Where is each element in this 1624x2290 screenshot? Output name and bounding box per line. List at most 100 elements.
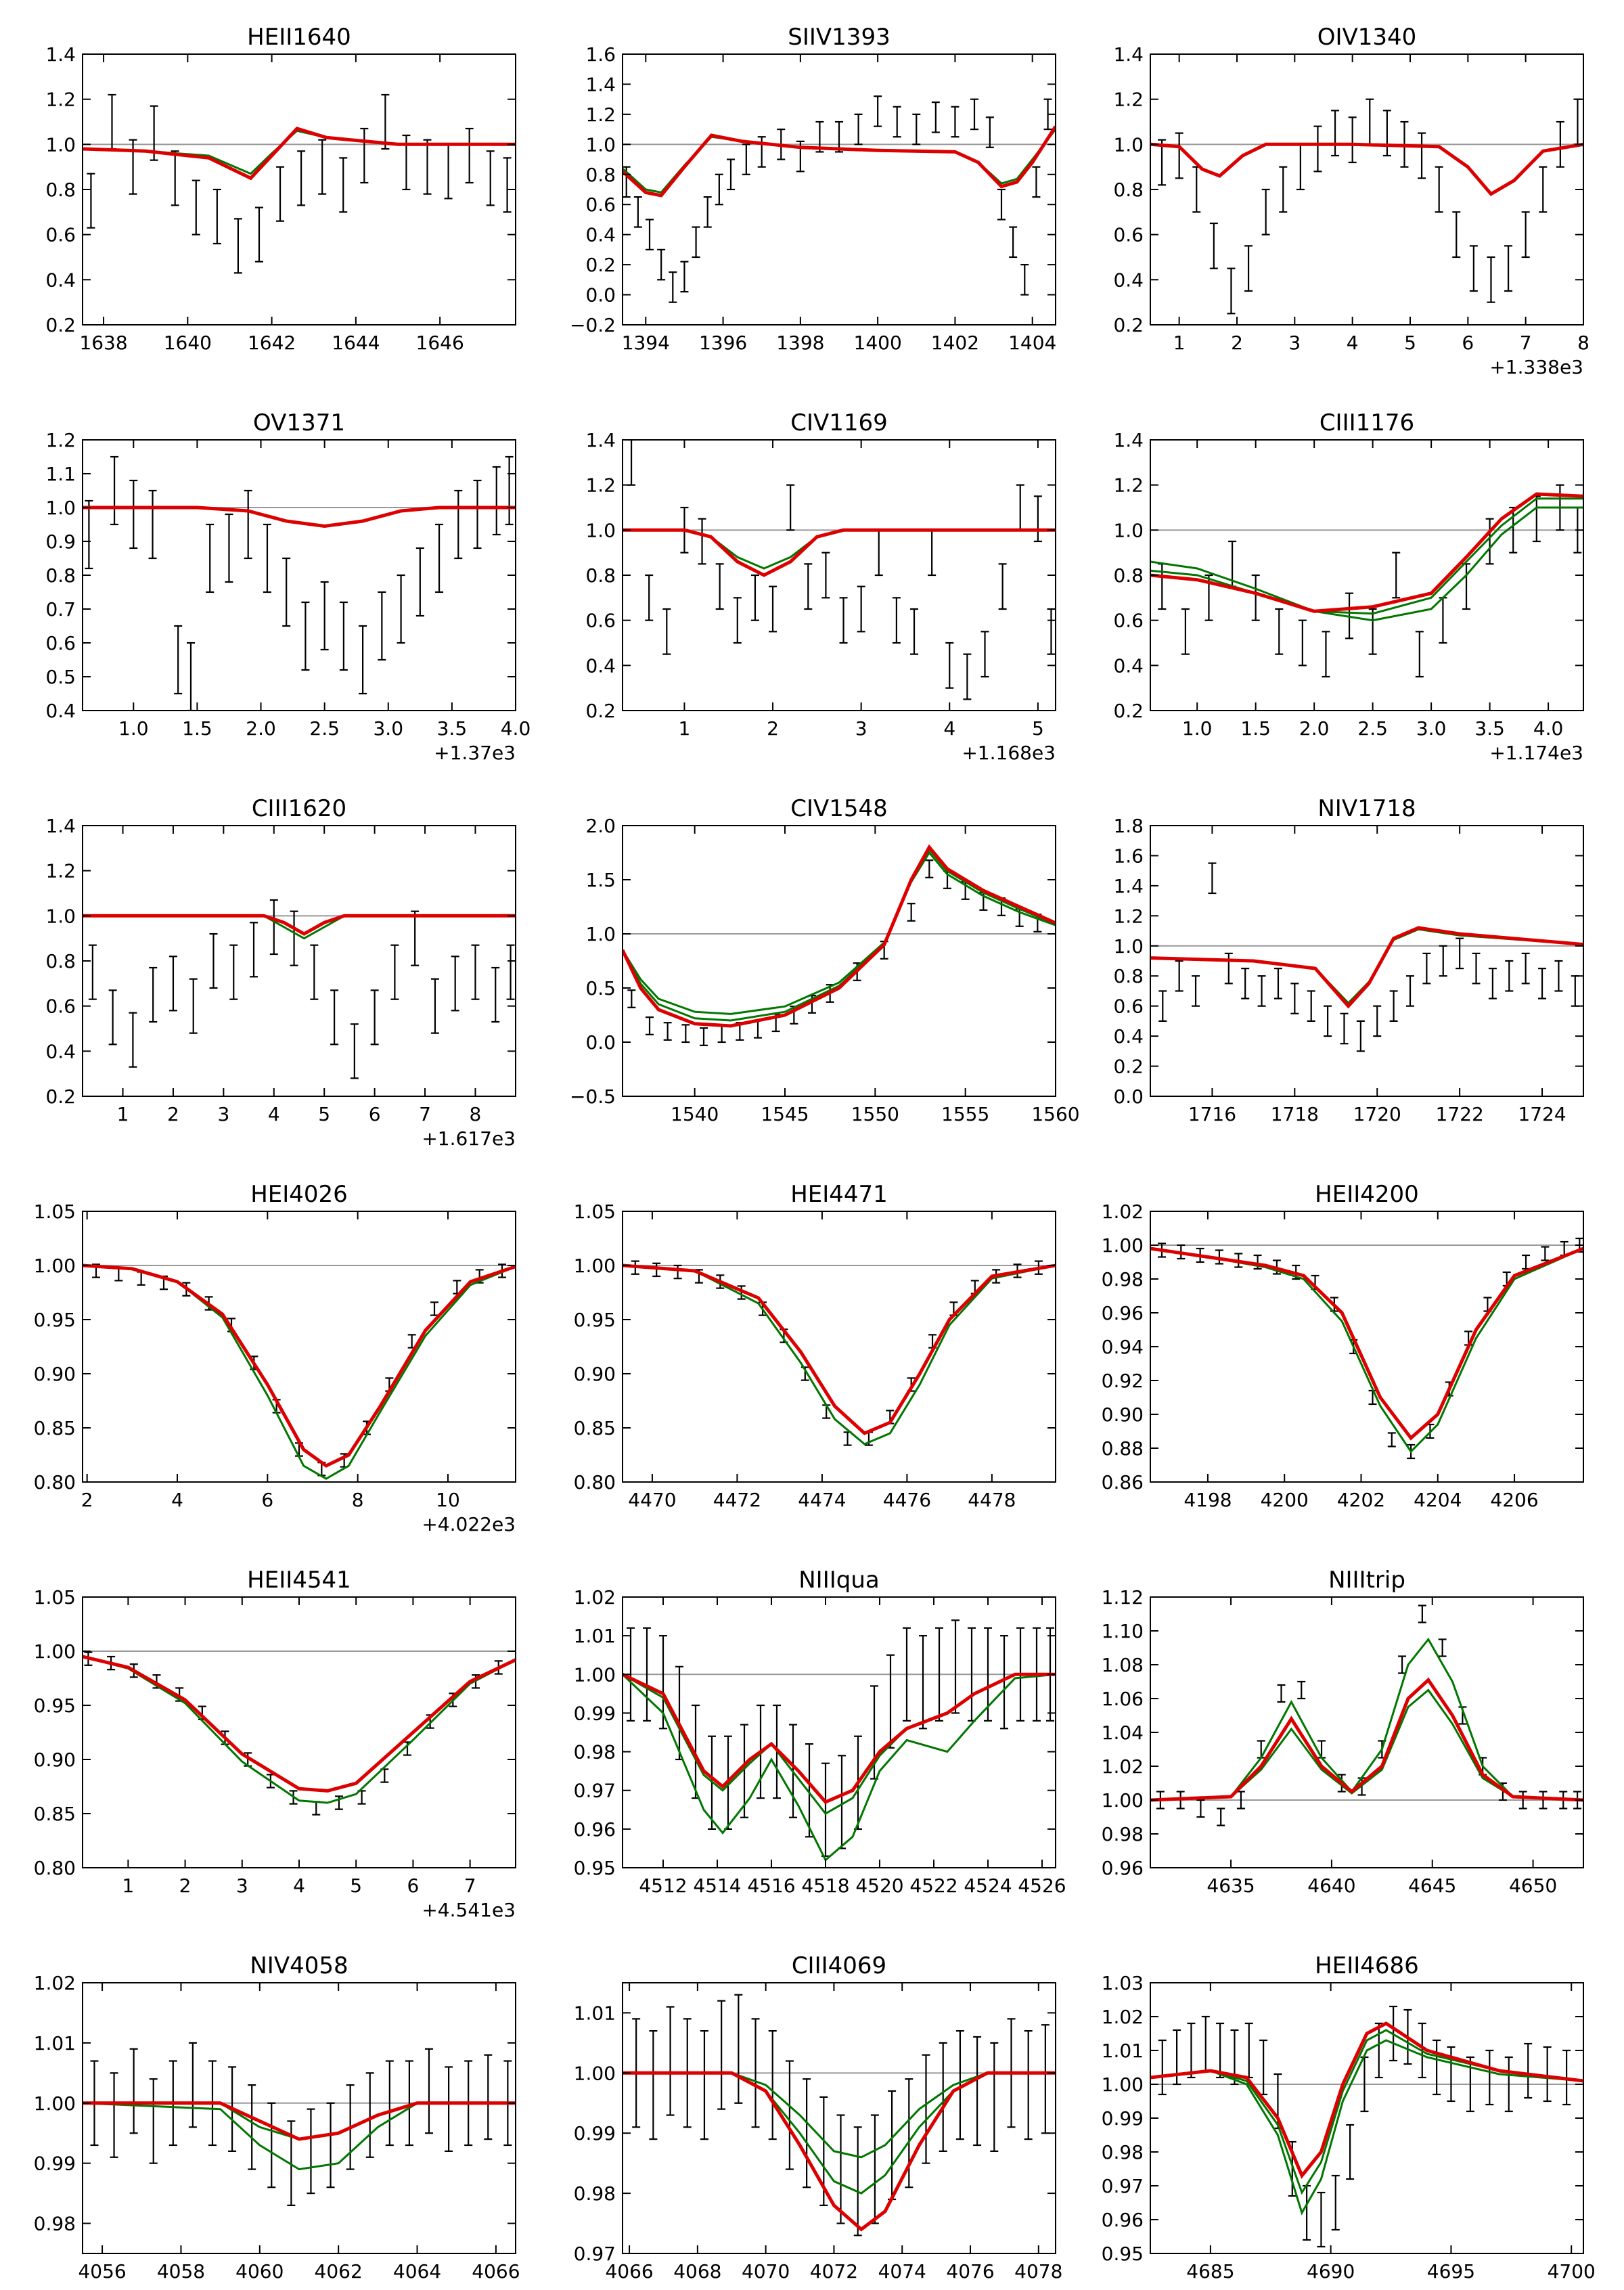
error-bar	[888, 2090, 897, 2201]
x-tick-label: 2	[167, 1103, 179, 1125]
model-curve	[1150, 497, 1583, 615]
error-bar	[430, 978, 439, 1034]
plot-area	[83, 1651, 516, 1816]
error-bar	[1469, 245, 1478, 292]
y-tick-label: 0.96	[574, 1818, 616, 1841]
panel-civ1169: CIV1169 1 2 3 4 5 0.2 0.4 0.6 0.8 1.0 1.2 1.4 +1.168e…	[585, 409, 1056, 764]
x-tick-label: 3.5	[1474, 717, 1505, 740]
best-fit-curve	[1150, 2021, 1583, 2179]
error-bar	[88, 944, 97, 1000]
y-tick-label: 0.88	[1102, 1437, 1144, 1460]
error-bar	[250, 922, 258, 978]
y-tick-label: 1.06	[1102, 1688, 1144, 1710]
y-tick-label: 0.95	[574, 1857, 616, 1879]
x-tick-label: 10	[436, 1489, 460, 1511]
error-bar	[715, 563, 724, 610]
y-tick-label: 0.99	[1102, 2107, 1144, 2130]
y-tick-label: 0.90	[574, 1363, 616, 1385]
error-bar	[108, 989, 117, 1046]
panel-hei4471: HEI4471 4470 4472 4474 4476 4478 0.80 0.85 0.90 0…	[574, 1181, 1056, 1511]
error-bar	[1324, 1005, 1332, 1037]
error-bar	[1340, 1012, 1349, 1045]
x-tick-label: 4056	[78, 2260, 126, 2283]
x-tick-label: 3.0	[1416, 717, 1447, 740]
y-tick-label: 0.2	[1113, 700, 1144, 722]
y-tick-label: −0.2	[570, 314, 616, 336]
error-bar	[503, 157, 512, 213]
model-curve	[623, 1264, 1056, 1445]
x-tick-label: 5	[1404, 332, 1416, 354]
plot-area	[1150, 1604, 1583, 1826]
x-tick-label: 4512	[639, 1874, 687, 1897]
y-tick-label: 0.94	[1102, 1336, 1144, 1358]
x-tick-label: 1400	[854, 332, 902, 354]
error-bar	[1192, 975, 1200, 1007]
error-bar	[951, 1619, 960, 1714]
error-bar	[1415, 631, 1424, 678]
error-bar	[87, 173, 95, 229]
model-curve	[1150, 1637, 1583, 1801]
y-tick-label: 0.0	[585, 1031, 616, 1054]
x-tick-label: 2	[81, 1489, 93, 1511]
model-curve	[83, 2102, 516, 2140]
x-tick-label: 3	[236, 1874, 248, 1897]
y-tick-label: 1.0	[45, 497, 76, 519]
x-tick-label: 1540	[671, 1103, 719, 1125]
y-tick-label: 0.95	[574, 1309, 616, 1331]
y-tick-label: 0.96	[1102, 1857, 1144, 1879]
best-fit-curve	[1150, 1247, 1583, 1441]
error-bar	[1259, 2039, 1268, 2096]
plot-area	[1150, 98, 1583, 315]
axes-frame	[1150, 1982, 1584, 2254]
x-tick-label: 3.5	[437, 717, 468, 740]
axes-frame	[622, 825, 1056, 1097]
error-bar	[1016, 484, 1024, 531]
error-bar	[1504, 2056, 1513, 2113]
error-bar	[1433, 2039, 1441, 2096]
error-bar	[1296, 143, 1305, 191]
y-tick-label: 1.2	[1113, 905, 1144, 927]
y-tick-label: 1.00	[34, 1640, 76, 1663]
y-tick-label: 1.01	[574, 1625, 616, 1647]
x-tick-label: 1398	[776, 332, 824, 354]
error-bar	[1543, 2046, 1552, 2103]
x-tick-label: 4695	[1427, 2260, 1475, 2283]
error-bar	[680, 261, 689, 293]
error-bar	[1317, 2191, 1326, 2248]
y-tick-label: 1.4	[585, 429, 616, 451]
error-bar	[1273, 968, 1282, 1000]
error-bar	[1504, 245, 1513, 292]
y-tick-label: 1.0	[45, 133, 76, 156]
y-tick-label: 1.10	[1102, 1620, 1144, 1642]
panel-siiv1393: SIIV1393 1394 1396 1398 1400 1402 1404 −0.2 0.0 0…	[570, 24, 1056, 354]
x-tick-label: 4	[1347, 332, 1359, 354]
y-tick-label: 0.4	[585, 654, 616, 677]
error-bar	[839, 597, 848, 644]
y-tick-label: 0.98	[1102, 1823, 1144, 1845]
x-tick-label: 4476	[883, 1489, 931, 1511]
x-offset-label: +4.022e3	[422, 1513, 516, 1535]
error-bar	[244, 489, 252, 560]
plot-area	[623, 1619, 1056, 1862]
error-bar	[269, 899, 278, 956]
panel-title: CIV1548	[790, 795, 888, 822]
y-tick-label: 1.0	[585, 923, 616, 945]
error-bar	[1456, 937, 1464, 970]
x-tick-label: 4700	[1548, 2260, 1596, 2283]
error-bar	[110, 455, 119, 526]
error-bar	[1387, 1432, 1396, 1447]
x-tick-label: 4478	[968, 1489, 1016, 1511]
x-tick-label: 2.5	[1357, 717, 1388, 740]
y-tick-label: 0.99	[34, 2153, 76, 2175]
x-tick-label: 4.0	[1533, 717, 1564, 740]
error-bar	[370, 989, 379, 1046]
x-tick-label: 2.0	[1299, 717, 1330, 740]
y-tick-label: 0.80	[34, 1857, 76, 1879]
error-bar	[633, 196, 642, 228]
model-curve	[83, 2102, 516, 2171]
y-tick-label: 0.6	[1113, 610, 1144, 632]
x-tick-label: 1716	[1188, 1103, 1236, 1125]
y-tick-label: 1.00	[1102, 1789, 1144, 1812]
x-tick-label: 4524	[964, 1874, 1012, 1897]
error-bar	[1251, 574, 1260, 621]
